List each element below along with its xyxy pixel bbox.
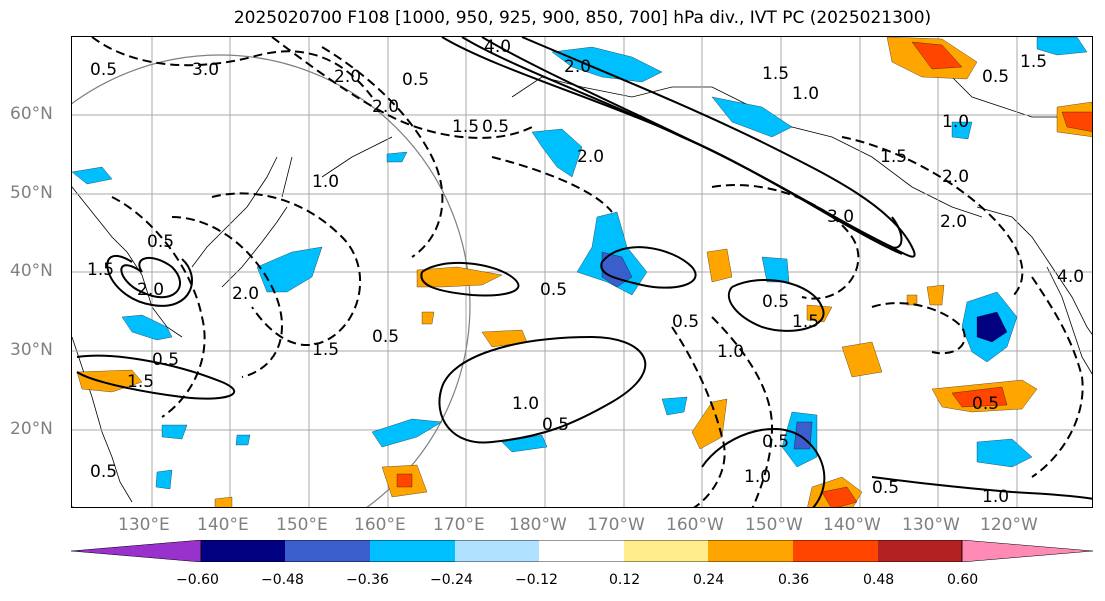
lon-label: 120°W: [980, 515, 1038, 535]
contour-label: 2.0: [372, 97, 399, 117]
contour-label: 0.5: [372, 327, 399, 347]
colorbar-svg: [71, 540, 1093, 562]
lat-label: 30°N: [10, 340, 53, 360]
lat-label: 60°N: [10, 104, 53, 124]
colorbar-tick: −0.36: [346, 572, 389, 588]
colorbar-segment: [624, 540, 708, 562]
lon-label: 160°E: [354, 515, 406, 535]
colorbar-segment: [201, 540, 285, 562]
lon-label: 140°W: [823, 515, 881, 535]
contour-label: 1.0: [512, 394, 539, 414]
contour-label: 4.0: [484, 37, 511, 57]
contour-label: 2.0: [334, 67, 361, 87]
map-panel: 0.5 3.0 2.0 0.5 4.0 1.5 1.0 0.5 1.5 2.0 …: [71, 36, 1093, 508]
colorbar-tick: −0.60: [176, 572, 219, 588]
contour-label: 0.5: [90, 462, 117, 482]
chart-title: 2025020700 F108 [1000, 950, 925, 900, 85…: [233, 8, 932, 28]
contour-label: 0.5: [90, 60, 117, 80]
contour-label: 2.0: [942, 167, 969, 187]
colorbar-segment: [708, 540, 793, 562]
contour-label: 2.0: [577, 147, 604, 167]
contour-label: 0.5: [872, 478, 899, 498]
contour-label: 0.5: [972, 394, 999, 414]
contour-label: 1.0: [792, 84, 819, 104]
colorbar-segment: [793, 540, 878, 562]
contour-label: 1.5: [792, 312, 819, 332]
lon-label: 140°E: [197, 515, 249, 535]
contour-label: 1.5: [880, 147, 907, 167]
lon-label: 150°E: [276, 515, 328, 535]
colorbar-extend-low: [71, 540, 202, 562]
contour-label: 3.0: [192, 60, 219, 80]
contour-label: 0.5: [147, 232, 174, 252]
contour-label: 1.0: [982, 487, 1009, 507]
colorbar: [71, 540, 1093, 562]
colorbar-tick: 0.24: [693, 572, 725, 588]
contour-label: 1.5: [762, 64, 789, 84]
colorbar-segment: [285, 540, 370, 562]
lon-label: 130°E: [118, 515, 170, 535]
range-circle: [72, 54, 471, 507]
lon-label: 170°E: [433, 515, 485, 535]
contour-label: 1.0: [942, 112, 969, 132]
lon-label: 150°W: [745, 515, 803, 535]
colorbar-extend-high: [961, 540, 1093, 562]
contour-label: 1.5: [87, 260, 114, 280]
contour-label: 2.0: [232, 284, 259, 304]
contour-label: 0.5: [540, 280, 567, 300]
contour-label: 0.5: [762, 292, 789, 312]
contour-label: 1.0: [312, 172, 339, 192]
contour-label: 1.0: [744, 467, 771, 487]
colorbar-tick: 0.36: [778, 572, 810, 588]
contour-label: 1.5: [312, 340, 339, 360]
lat-label: 40°N: [10, 261, 53, 281]
lon-label: 160°W: [666, 515, 724, 535]
lon-label: 170°W: [587, 515, 645, 535]
contour-label: 4.0: [1057, 267, 1084, 287]
colorbar-tick: −0.48: [261, 572, 304, 588]
contour-label: 2.0: [137, 280, 164, 300]
colorbar-tick: 0.48: [863, 572, 895, 588]
lon-label: 180°W: [509, 515, 567, 535]
contour-labels: 0.5 3.0 2.0 0.5 4.0 1.5 1.0 0.5 1.5 2.0 …: [87, 37, 1084, 507]
lat-label: 50°N: [10, 183, 53, 203]
colorbar-tick: −0.12: [515, 572, 558, 588]
colorbar-tick: 0.60: [947, 572, 979, 588]
lon-label: 130°W: [902, 515, 960, 535]
contour-label: 1.5: [127, 372, 154, 392]
colorbar-segment: [878, 540, 962, 562]
colorbar-segment: [539, 540, 624, 562]
contour-label: 2.0: [564, 57, 591, 77]
ivt-shading: [72, 37, 1092, 507]
dashed-contours: [91, 37, 1084, 507]
contour-label: 0.5: [762, 432, 789, 452]
contour-label: 0.5: [672, 312, 699, 332]
colorbar-segment: [455, 540, 539, 562]
contour-label: 0.5: [482, 117, 509, 137]
contour-label: 2.0: [940, 212, 967, 232]
contour-label: 0.5: [402, 70, 429, 90]
colorbar-tick: 0.12: [609, 572, 641, 588]
contour-label: 3.0: [827, 207, 854, 227]
colorbar-tick: −0.24: [430, 572, 473, 588]
contour-label: 0.5: [152, 350, 179, 370]
colorbar-segment: [370, 540, 455, 562]
contour-label: 1.5: [1020, 52, 1047, 72]
contour-label: 1.0: [717, 342, 744, 362]
map-canvas: 0.5 3.0 2.0 0.5 4.0 1.5 1.0 0.5 1.5 2.0 …: [72, 37, 1092, 507]
lat-label: 20°N: [10, 419, 53, 439]
contour-label: 1.5: [452, 117, 479, 137]
contour-label: 0.5: [542, 415, 569, 435]
contour-label: 0.5: [982, 67, 1009, 87]
